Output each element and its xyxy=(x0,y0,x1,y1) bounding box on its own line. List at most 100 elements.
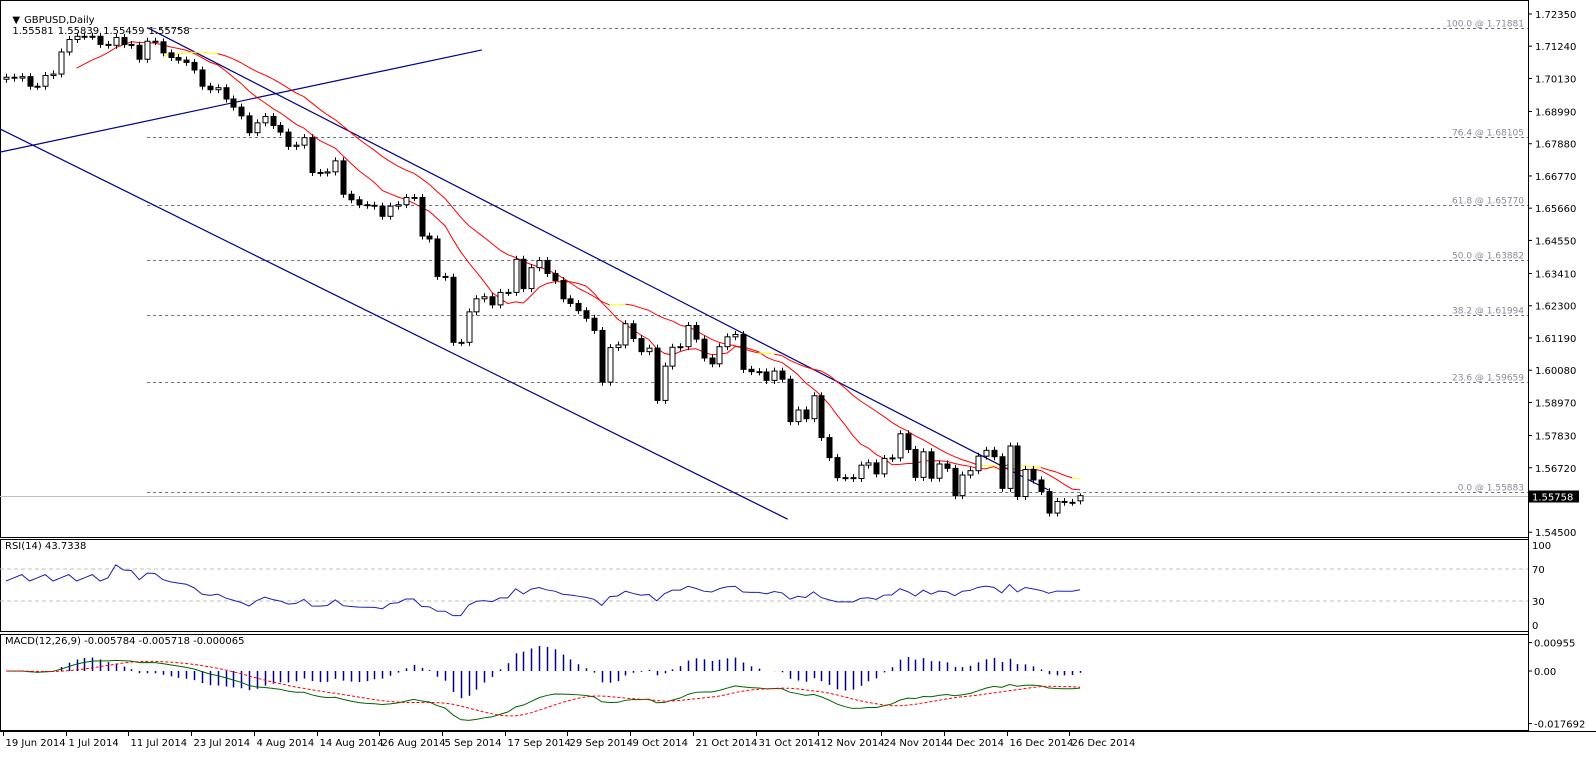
moving-average-slow-segment xyxy=(342,125,352,134)
date-axis-label: 26 Aug 2014 xyxy=(382,738,446,749)
moving-average-slow-segment xyxy=(1032,466,1041,468)
candle-body xyxy=(1014,445,1021,498)
candle-body xyxy=(944,463,951,469)
price-axis-label: 1.64550 xyxy=(1535,236,1576,247)
candle xyxy=(520,255,527,293)
moving-average-slow-segment xyxy=(452,207,462,218)
moving-average-slow-segment xyxy=(240,62,250,68)
candle-body xyxy=(42,74,49,87)
trendline-channel-lower xyxy=(0,128,788,520)
candle-body xyxy=(324,171,331,174)
candle xyxy=(513,255,520,296)
candle xyxy=(3,73,10,83)
candle-body xyxy=(811,395,818,420)
macd-axis-label: 0.00 xyxy=(1534,667,1556,678)
candle xyxy=(81,32,88,40)
moving-average-slow-segment xyxy=(421,178,430,185)
macd-axis-label: 0.00955 xyxy=(1534,639,1575,650)
moving-average-slow-segment xyxy=(280,82,289,89)
candle-body xyxy=(834,457,841,479)
candle xyxy=(1014,442,1021,500)
price-axis-label: 1.66770 xyxy=(1535,172,1576,183)
candle xyxy=(850,474,857,482)
candle-body xyxy=(771,370,778,381)
candle xyxy=(591,314,598,334)
candle xyxy=(301,134,308,149)
moving-average-slow-segment xyxy=(750,350,759,354)
moving-average-slow-segment xyxy=(593,296,603,302)
candle-body xyxy=(168,52,175,58)
candle-body xyxy=(505,291,512,294)
candle-body xyxy=(458,341,465,344)
candle-body xyxy=(207,85,214,91)
candle-body xyxy=(912,448,919,478)
candle-body xyxy=(34,85,41,88)
moving-average-slow-segment xyxy=(491,243,501,251)
moving-average-slow-segment xyxy=(303,96,313,104)
candle xyxy=(873,459,880,478)
candle xyxy=(50,70,57,79)
candle xyxy=(858,461,865,482)
candle xyxy=(622,320,629,349)
candle xyxy=(230,95,237,111)
candle-body xyxy=(740,333,747,370)
candle-body xyxy=(403,196,410,206)
candle xyxy=(160,38,167,57)
candle xyxy=(544,256,551,278)
moving-average-slow-segment xyxy=(436,191,446,199)
candle xyxy=(497,288,504,309)
candle xyxy=(379,202,386,220)
candle-body xyxy=(599,329,606,383)
candle xyxy=(505,288,512,296)
candle xyxy=(1007,442,1014,492)
moving-average-slow-segment xyxy=(962,459,971,463)
moving-average-slow-segment xyxy=(930,444,940,450)
price-axis-label: 1.56720 xyxy=(1535,464,1576,475)
date-axis-label: 4 Dec 2014 xyxy=(947,738,1005,749)
moving-average-slow-segment xyxy=(672,320,681,326)
candle-body xyxy=(693,324,700,340)
candle-body xyxy=(756,371,763,374)
candle-body xyxy=(850,477,857,480)
candle-body xyxy=(379,205,386,217)
candle xyxy=(771,367,778,384)
price-axis-label: 1.65660 xyxy=(1535,204,1576,215)
candle-body xyxy=(387,205,394,217)
candle xyxy=(724,333,731,351)
candle-body xyxy=(865,462,872,466)
candle-body xyxy=(270,115,277,126)
candle-body xyxy=(787,378,794,423)
moving-average-slow-segment xyxy=(946,452,955,458)
candle-body xyxy=(936,463,943,479)
candle xyxy=(168,49,175,61)
moving-average-slow-segment xyxy=(272,78,281,84)
candle-body xyxy=(411,196,418,199)
candle-body xyxy=(622,323,629,346)
candle xyxy=(144,37,151,63)
moving-average-slow-segment xyxy=(875,410,885,418)
candle-body xyxy=(607,347,614,383)
moving-average-slow-segment xyxy=(186,51,195,54)
candle-body xyxy=(513,258,520,293)
candle-body xyxy=(3,76,10,80)
candle xyxy=(403,193,410,209)
candle xyxy=(371,201,378,210)
moving-average-slow-segment xyxy=(382,156,391,162)
candle-body xyxy=(50,73,57,76)
candle xyxy=(662,362,669,404)
candle-body xyxy=(1022,469,1029,498)
candle xyxy=(364,201,371,209)
candle-body xyxy=(520,258,527,290)
candle xyxy=(842,474,849,482)
dropdown-arrow-icon[interactable]: ▼ xyxy=(12,15,21,26)
date-axis-label: 21 Oct 2014 xyxy=(696,738,758,749)
candle-body xyxy=(591,317,598,331)
candle-body xyxy=(999,456,1006,489)
date-axis-label: 12 Nov 2014 xyxy=(821,738,885,749)
moving-average-slow-segment xyxy=(311,102,320,110)
candle xyxy=(450,273,457,346)
candle-body xyxy=(426,235,433,240)
candle-body xyxy=(779,370,786,380)
moving-average-slow-segment xyxy=(789,359,799,365)
